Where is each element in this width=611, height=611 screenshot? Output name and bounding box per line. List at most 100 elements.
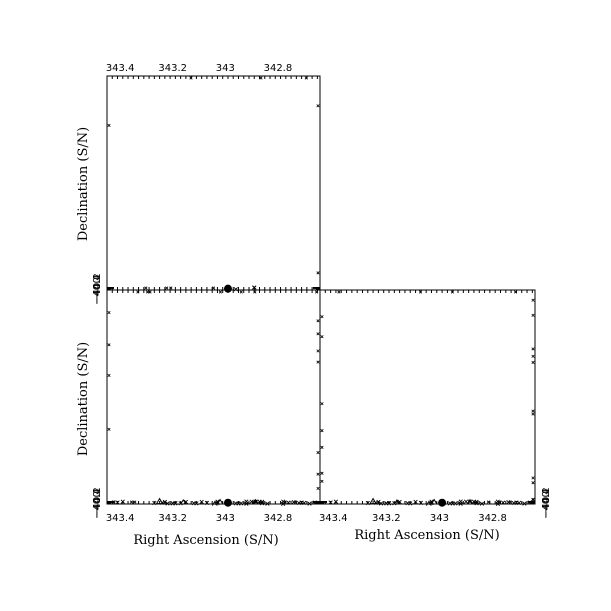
source-dot <box>223 284 232 293</box>
edge-x-marker <box>144 286 148 290</box>
edge-x-marker <box>148 290 152 294</box>
x-marker <box>183 499 189 504</box>
x-marker <box>384 501 389 506</box>
x-marker <box>236 501 241 506</box>
x-tick-label: 343.4 <box>106 63 135 74</box>
source-dot <box>223 498 232 507</box>
edge-x-marker <box>251 500 255 504</box>
edge-x-marker <box>316 271 320 275</box>
y-tick-label: −40.4 <box>541 488 552 519</box>
edge-x-marker <box>320 335 324 339</box>
x-marker <box>450 501 455 506</box>
edge-x-marker <box>189 76 193 80</box>
x-marker <box>522 501 527 506</box>
x-marker <box>286 500 291 505</box>
x-axis-label-right: Right Ascension (S/N) <box>354 528 499 543</box>
edge-x-marker <box>165 286 169 290</box>
edge-x-marker <box>508 500 512 504</box>
edge-x-marker <box>316 104 320 108</box>
x-tick-label: 343.2 <box>158 63 187 74</box>
edge-x-marker <box>513 290 518 294</box>
x-marker <box>333 499 339 504</box>
edge-x-marker <box>531 354 535 358</box>
edge-x-marker <box>450 290 454 294</box>
panel-frame <box>319 289 536 505</box>
edge-x-marker <box>531 298 535 302</box>
caret-marker <box>211 500 218 506</box>
edge-x-marker <box>531 313 535 317</box>
edge-x-marker <box>136 290 140 294</box>
edge-x-marker <box>316 319 320 323</box>
panel-bottom-right: 343.4 343.2 343 342.8 −40−40.2−40.4 <box>319 289 552 524</box>
edge-x-marker <box>531 497 535 501</box>
x-marker <box>479 501 485 506</box>
x-marker <box>328 500 333 505</box>
x-tick-label: 342.8 <box>478 513 507 524</box>
edge-x-marker <box>497 500 502 504</box>
edge-x-marker <box>320 402 324 406</box>
edge-x-marker <box>395 500 400 504</box>
edge-x-marker <box>218 290 222 294</box>
x-marker <box>233 287 238 292</box>
caret-marker <box>425 500 432 506</box>
x-marker <box>408 501 413 506</box>
x-marker <box>199 499 204 504</box>
y-axis-label-bottom: Declination (S/N) <box>76 342 91 456</box>
edge-x-marker <box>169 286 173 290</box>
edge-x-marker <box>316 486 320 491</box>
edge-x-marker <box>320 315 324 319</box>
x-marker <box>392 501 397 506</box>
x-tick-label: 343.4 <box>106 513 135 524</box>
edge-x-marker <box>145 290 150 294</box>
x-tick-label: 342.8 <box>264 63 293 74</box>
x-marker <box>527 500 532 505</box>
x-marker <box>378 501 384 506</box>
x-marker <box>265 501 270 506</box>
x-marker <box>165 501 170 506</box>
edge-x-marker <box>129 500 134 504</box>
y-tick-label: −40 <box>92 277 103 298</box>
x-tick-label: 343.4 <box>319 513 348 524</box>
edge-x-marker <box>316 472 320 476</box>
x-tick-label: 343 <box>216 513 235 524</box>
edge-x-marker <box>531 481 535 485</box>
x-marker <box>516 500 522 505</box>
x-marker <box>244 501 249 506</box>
edge-x-marker <box>531 412 535 416</box>
edge-x-marker <box>111 500 115 504</box>
x-marker <box>162 499 167 505</box>
x-marker <box>511 500 516 506</box>
edge-x-marker <box>283 500 287 504</box>
x-tick-label: 342.8 <box>264 513 293 524</box>
edge-x-marker <box>320 429 324 433</box>
edge-x-marker <box>486 500 490 504</box>
x-marker <box>463 499 469 504</box>
edge-x-marker <box>107 373 111 378</box>
x-marker <box>170 501 175 506</box>
x-marker <box>312 500 317 505</box>
x-marker <box>194 501 199 506</box>
edge-x-marker <box>133 500 137 504</box>
y-tick-label: −40.4 <box>92 488 103 519</box>
edge-x-marker <box>107 123 111 127</box>
x-marker <box>413 499 418 504</box>
edge-x-marker <box>253 290 257 294</box>
x-marker <box>178 501 183 506</box>
y-tick-label: −40.2 <box>92 487 103 518</box>
x-marker <box>115 500 120 505</box>
x-marker <box>501 500 506 505</box>
edge-x-marker <box>337 290 341 294</box>
panel-bottom-left: 343.4 343.2 343 342.8 −40−40.2−40.4 <box>92 289 321 524</box>
x-marker <box>152 500 157 506</box>
x-axis-label-left: Right Ascension (S/N) <box>133 533 278 548</box>
x-marker <box>120 499 125 504</box>
x-marker <box>160 500 165 505</box>
x-marker <box>260 499 265 504</box>
x-tick-label: 343.2 <box>158 513 187 524</box>
x-marker <box>204 500 210 505</box>
panel-frame <box>106 75 321 291</box>
panel-frame <box>106 289 321 505</box>
panel-top-left: 343.4 343.2 343 342.8 −40−40.2−40.4 <box>92 63 321 305</box>
